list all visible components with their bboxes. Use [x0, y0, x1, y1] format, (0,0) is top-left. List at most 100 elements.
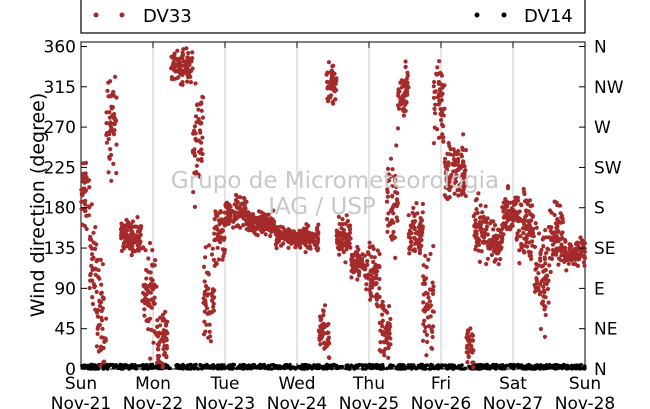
dv33-point	[542, 334, 548, 339]
dv33-point	[164, 355, 169, 360]
dv14-point	[288, 362, 292, 367]
dv33-point	[95, 325, 100, 330]
dv33-point	[315, 225, 320, 230]
dv33-point	[473, 218, 478, 223]
dv14-point	[215, 364, 220, 368]
dv33-point	[527, 218, 532, 223]
dv33-point	[365, 250, 370, 255]
dv33-point	[98, 257, 103, 262]
dv33-point	[108, 79, 113, 84]
dv33-point	[306, 223, 311, 228]
x-tick-label-day: Sat	[499, 374, 527, 394]
dv33-point	[564, 268, 569, 273]
dv33-point	[314, 244, 319, 249]
dv33-point	[534, 266, 539, 271]
dv14-point	[253, 365, 257, 369]
dv33-point	[359, 264, 364, 269]
dv33-point	[259, 229, 265, 235]
dv33-point	[491, 227, 496, 232]
dv14-point	[81, 363, 85, 368]
y-tick-label-right: SW	[594, 158, 622, 178]
dv33-point	[481, 240, 486, 245]
dv33-point	[476, 191, 481, 196]
dv33-point	[431, 288, 436, 293]
dv33-point	[269, 229, 274, 234]
y-tick-label-left: 270	[44, 118, 76, 138]
y-tick-label-left: 45	[54, 320, 76, 340]
dv33-point	[426, 257, 431, 262]
dv33-point	[264, 226, 269, 232]
dv33-point	[178, 82, 183, 87]
dv33-point	[311, 234, 316, 239]
dv33-point	[424, 302, 430, 307]
dv33-point	[431, 244, 436, 249]
dv33-point	[541, 294, 546, 299]
dv33-point	[193, 136, 198, 141]
dv33-point	[94, 242, 99, 247]
dv33-point	[537, 263, 542, 268]
dv33-point	[430, 291, 436, 296]
dv33-point	[275, 238, 280, 243]
dv33-point	[518, 216, 523, 222]
dv33-point	[324, 344, 329, 349]
dv33-point	[219, 236, 224, 241]
dv14-point	[499, 366, 503, 370]
dv33-point	[541, 269, 546, 274]
x-tick-label-day: Fri	[431, 374, 451, 394]
dv33-point	[494, 251, 499, 256]
legend-box	[80, 0, 586, 34]
dv14-point	[302, 365, 307, 369]
dv33-point	[192, 128, 197, 133]
dv33-point	[142, 307, 147, 312]
dv33-point	[550, 248, 556, 253]
dv33-point	[566, 261, 571, 266]
dv33-point	[532, 289, 538, 294]
dv14-point	[127, 365, 132, 370]
dv33-point	[321, 330, 326, 335]
dv33-point	[482, 230, 487, 235]
dv33-point	[113, 117, 118, 123]
dv33-point	[164, 336, 169, 341]
dv33-point	[357, 254, 362, 259]
dv33-point	[162, 343, 167, 349]
dv14-point	[338, 364, 342, 369]
dv33-point	[371, 259, 376, 265]
dv33-point	[82, 180, 87, 185]
dv33-point	[178, 66, 183, 71]
dv33-point	[415, 240, 420, 245]
dv33-point	[139, 224, 144, 229]
dv33-point	[422, 329, 427, 334]
dv33-point	[537, 292, 542, 297]
dv14-point	[490, 365, 495, 369]
dv33-point	[90, 252, 95, 257]
dv33-point	[104, 121, 109, 126]
dv33-point	[106, 136, 111, 142]
dv33-point	[403, 84, 408, 89]
dv14-point	[555, 365, 560, 369]
dv33-point	[371, 246, 376, 251]
dv33-point	[261, 211, 266, 216]
dv33-point	[379, 320, 384, 325]
dv33-point	[539, 301, 545, 306]
dv33-point	[347, 227, 353, 232]
dv33-point	[280, 233, 285, 238]
dv33-point	[349, 275, 354, 280]
dv33-point	[209, 298, 215, 303]
dv33-point	[436, 92, 441, 97]
dv33-point	[209, 252, 215, 257]
dv33-point	[426, 324, 432, 329]
dv33-point	[395, 218, 400, 223]
dv14-point	[520, 364, 524, 368]
dv33-point	[471, 348, 476, 353]
dv33-point	[386, 355, 391, 360]
axis-ticks: SunNov-21MonNov-22TueNov-23WedNov-24ThuN…	[44, 37, 624, 409]
dv33-point	[101, 335, 106, 340]
dv33-point	[522, 191, 527, 197]
dv33-point	[205, 306, 210, 311]
dv33-point	[480, 210, 485, 215]
dv33-point	[221, 254, 226, 259]
legend-label-dv33: DV33	[143, 6, 192, 27]
dv33-point	[562, 245, 567, 251]
dv33-point	[286, 245, 291, 250]
dv33-point	[348, 245, 353, 250]
